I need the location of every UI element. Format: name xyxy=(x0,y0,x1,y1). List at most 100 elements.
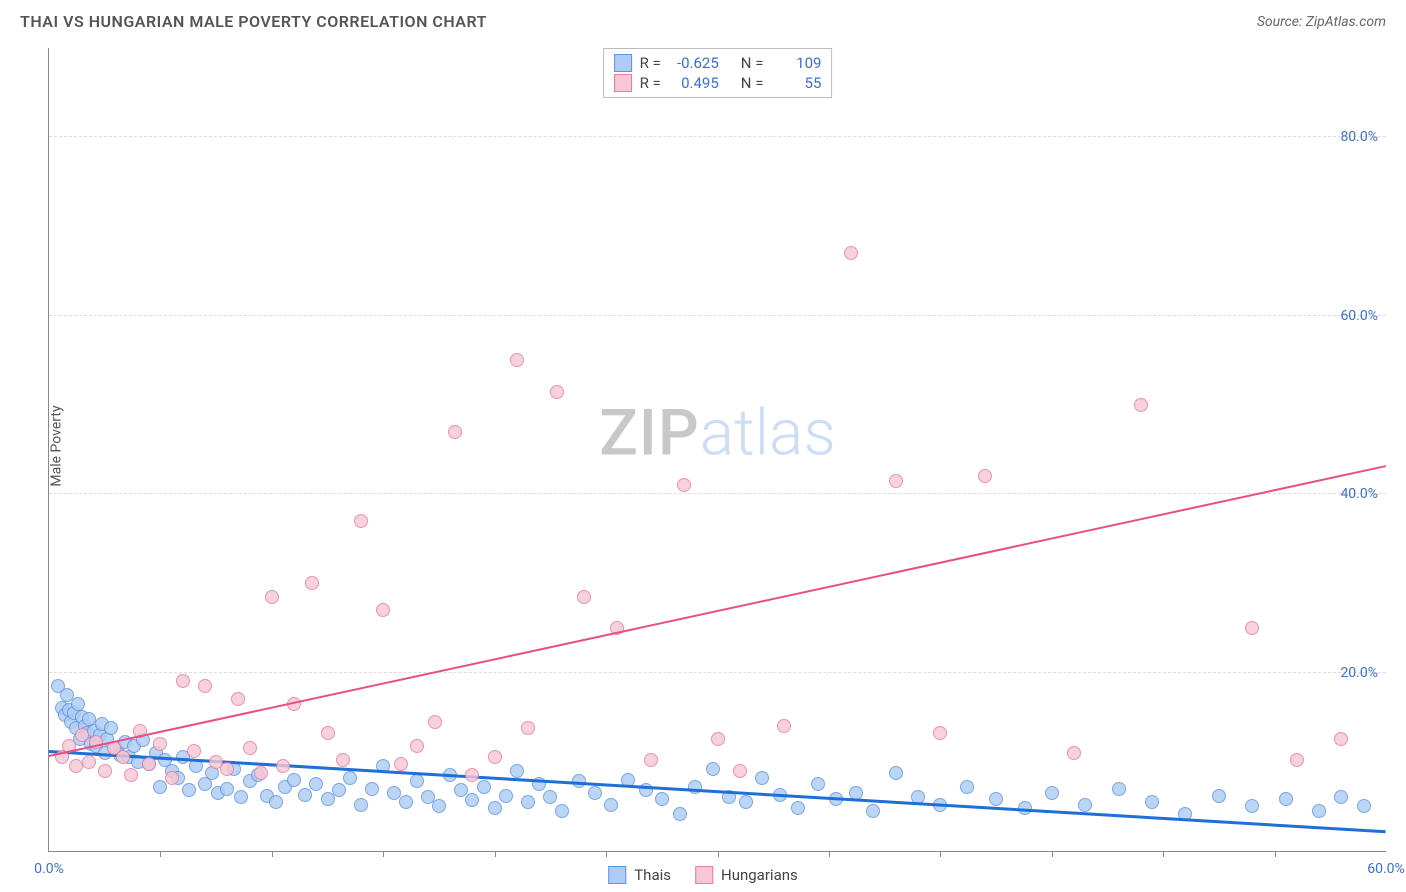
scatter-point xyxy=(448,425,462,439)
scatter-point xyxy=(706,762,720,776)
scatter-point xyxy=(465,768,479,782)
r-value-hungarians: 0.495 xyxy=(669,74,719,92)
n-value-hungarians: 55 xyxy=(771,74,821,92)
scatter-point xyxy=(305,576,319,590)
scatter-point xyxy=(124,768,138,782)
scatter-point xyxy=(989,792,1003,806)
scatter-point xyxy=(521,795,535,809)
scatter-point xyxy=(104,721,118,735)
scatter-point xyxy=(269,795,283,809)
scatter-point xyxy=(978,469,992,483)
scatter-point xyxy=(153,737,167,751)
scatter-point xyxy=(711,732,725,746)
scatter-point xyxy=(410,774,424,788)
x-tick-label-min: 0.0% xyxy=(34,861,64,877)
scatter-point xyxy=(543,790,557,804)
scatter-point xyxy=(309,777,323,791)
scatter-point xyxy=(98,764,112,778)
stats-legend-box: R = -0.625 N = 109 R = 0.495 N = 55 xyxy=(603,48,833,98)
scatter-point xyxy=(673,807,687,821)
scatter-point xyxy=(577,590,591,604)
gridline-h xyxy=(49,136,1386,137)
scatter-point xyxy=(1357,799,1371,813)
scatter-point xyxy=(555,804,569,818)
scatter-point xyxy=(1279,792,1293,806)
scatter-point xyxy=(510,353,524,367)
scatter-point xyxy=(1334,790,1348,804)
swatch-thais xyxy=(614,54,632,72)
scatter-point xyxy=(75,728,89,742)
scatter-point xyxy=(428,715,442,729)
scatter-point xyxy=(1334,732,1348,746)
scatter-point xyxy=(477,780,491,794)
scatter-point xyxy=(410,739,424,753)
x-tick-mark xyxy=(495,851,496,857)
scatter-point xyxy=(1067,746,1081,760)
scatter-point xyxy=(1112,782,1126,796)
legend-swatch-hungarians xyxy=(695,866,713,884)
scatter-point xyxy=(71,697,85,711)
legend-label-hungarians: Hungarians xyxy=(721,866,798,884)
scatter-point xyxy=(234,790,248,804)
r-label: R = xyxy=(640,54,661,72)
scatter-point xyxy=(499,789,513,803)
scatter-point xyxy=(176,674,190,688)
scatter-point xyxy=(655,792,669,806)
x-tick-label-max: 60.0% xyxy=(1367,861,1405,877)
scatter-point xyxy=(588,786,602,800)
scatter-point xyxy=(116,750,130,764)
watermark-part1: ZIP xyxy=(599,396,700,471)
scatter-point xyxy=(733,764,747,778)
scatter-point xyxy=(550,385,564,399)
x-tick-mark xyxy=(829,851,830,857)
scatter-point xyxy=(165,771,179,785)
scatter-point xyxy=(488,750,502,764)
trendline xyxy=(49,465,1386,757)
x-tick-mark xyxy=(383,851,384,857)
x-tick-mark xyxy=(718,851,719,857)
y-tick-label: 40.0% xyxy=(1340,486,1378,502)
scatter-point xyxy=(142,757,156,771)
scatter-point xyxy=(1245,621,1259,635)
scatter-point xyxy=(394,757,408,771)
swatch-hungarians xyxy=(614,74,632,92)
scatter-point xyxy=(510,764,524,778)
scatter-point xyxy=(1245,799,1259,813)
scatter-point xyxy=(354,798,368,812)
y-tick-label: 60.0% xyxy=(1340,308,1378,324)
chart-title: THAI VS HUNGARIAN MALE POVERTY CORRELATI… xyxy=(20,12,487,31)
scatter-point xyxy=(182,783,196,797)
x-tick-mark xyxy=(1163,851,1164,857)
scatter-point xyxy=(465,793,479,807)
r-label: R = xyxy=(640,74,661,92)
scatter-point xyxy=(866,804,880,818)
gridline-h xyxy=(49,672,1386,673)
y-tick-label: 80.0% xyxy=(1340,129,1378,145)
scatter-point xyxy=(1145,795,1159,809)
scatter-point xyxy=(604,798,618,812)
scatter-point xyxy=(298,788,312,802)
scatter-point xyxy=(933,726,947,740)
scatter-point xyxy=(365,782,379,796)
scatter-point xyxy=(265,590,279,604)
scatter-point xyxy=(644,753,658,767)
scatter-point xyxy=(187,744,201,758)
scatter-point xyxy=(1312,804,1326,818)
scatter-point xyxy=(889,766,903,780)
gridline-h xyxy=(49,315,1386,316)
scatter-point xyxy=(791,801,805,815)
y-tick-label: 20.0% xyxy=(1340,665,1378,681)
x-tick-mark xyxy=(1275,851,1276,857)
scatter-point xyxy=(69,759,83,773)
scatter-point xyxy=(777,719,791,733)
n-value-thais: 109 xyxy=(771,54,821,72)
scatter-point xyxy=(844,246,858,260)
scatter-point xyxy=(332,783,346,797)
stats-row-thais: R = -0.625 N = 109 xyxy=(614,53,822,73)
bottom-legend: Thais Hungarians xyxy=(608,866,798,884)
scatter-point xyxy=(220,782,234,796)
scatter-point xyxy=(521,721,535,735)
scatter-point xyxy=(1290,753,1304,767)
scatter-point xyxy=(889,474,903,488)
scatter-point xyxy=(739,795,753,809)
